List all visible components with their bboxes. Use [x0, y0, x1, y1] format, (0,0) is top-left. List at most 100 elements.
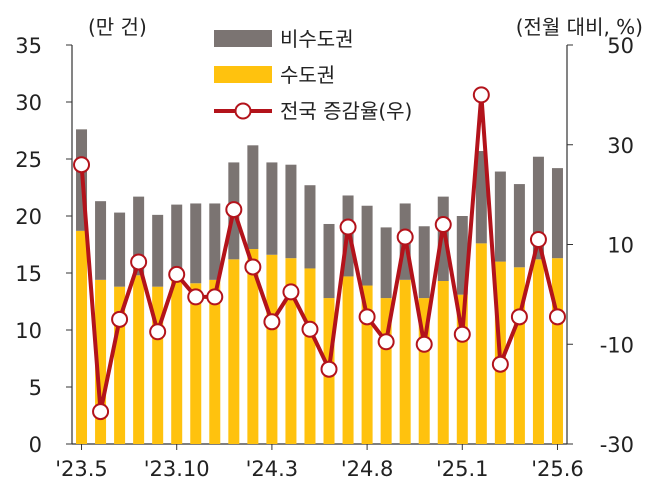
- rate-point: [339, 218, 357, 236]
- legend-label-nonmetro: 비수도권: [280, 27, 354, 51]
- bar-nonmetro: [437, 196, 449, 281]
- bar-metro: [342, 276, 354, 444]
- left-tick-label: 25: [15, 148, 42, 172]
- rate-point: [434, 216, 452, 234]
- bar-metro: [171, 280, 183, 444]
- bar-nonmetro: [475, 151, 487, 244]
- right-tick-label: -10: [600, 333, 634, 357]
- rate-point: [358, 308, 376, 326]
- bar-nonmetro: [456, 216, 468, 295]
- left-tick-label: 0: [29, 433, 42, 457]
- rate-point: [263, 313, 281, 331]
- rate-point: [130, 253, 148, 271]
- x-tick-label: '24.8: [341, 457, 394, 481]
- rate-point: [472, 86, 490, 104]
- bar-nonmetro: [152, 214, 164, 287]
- rate-point: [73, 156, 91, 174]
- rate-point: [111, 310, 129, 328]
- rate-point: [92, 403, 110, 421]
- rate-point: [377, 333, 395, 351]
- tick-labels: 0 5 10 15 20 25 30 35 -30 -10 10 30 50 '23.5 '23.10 '24…: [15, 34, 634, 481]
- bar-metro: [247, 249, 259, 444]
- x-tick-label: '25.6: [531, 457, 584, 481]
- bar-nonmetro: [494, 171, 506, 262]
- x-tick-label: '24.3: [246, 457, 299, 481]
- bar-metro: [95, 279, 107, 444]
- bar-metro: [285, 258, 297, 444]
- bar-nonmetro: [418, 226, 430, 299]
- left-tick-label: 20: [15, 205, 42, 229]
- rate-point: [168, 265, 186, 283]
- rate-point: [548, 308, 566, 326]
- legend-swatch-nonmetro: [214, 30, 272, 47]
- bar-metro: [475, 243, 487, 444]
- rate-point: [529, 231, 547, 249]
- left-tick-label: 15: [15, 262, 42, 286]
- rate-point: [206, 288, 224, 306]
- bar-nonmetro: [114, 212, 126, 287]
- rate-point: [225, 201, 243, 219]
- bar-nonmetro: [133, 196, 145, 276]
- bar-metro: [76, 230, 88, 444]
- left-tick-label: 35: [15, 34, 42, 58]
- left-tick-label: 5: [29, 376, 42, 400]
- bar-nonmetro: [551, 168, 563, 259]
- bar-nonmetro: [95, 201, 107, 280]
- bar-metro: [361, 285, 373, 444]
- rate-point: [282, 283, 300, 301]
- legend-label-rate: 전국 증감율(우): [280, 99, 412, 123]
- legend-label-metro: 수도권: [280, 63, 335, 87]
- rate-point: [187, 288, 205, 306]
- legend: 비수도권 수도권 전국 증감율(우): [214, 27, 412, 123]
- rate-point: [320, 360, 338, 378]
- bar-metro: [380, 298, 392, 444]
- bar-nonmetro: [323, 223, 335, 299]
- rate-line: [73, 86, 566, 421]
- bar-metro: [133, 275, 145, 444]
- rate-point: [301, 320, 319, 338]
- rate-point: [244, 258, 262, 276]
- bar-nonmetro: [304, 185, 316, 269]
- rate-point: [415, 335, 433, 353]
- right-axis-unit: (전월 대비, %): [516, 15, 643, 39]
- right-tick-label: 10: [607, 234, 634, 258]
- x-tick-label: '25.1: [436, 457, 489, 481]
- bar-metro: [152, 286, 164, 444]
- right-tick-label: 30: [607, 134, 634, 158]
- bar-nonmetro: [266, 162, 278, 255]
- bar-metro: [114, 286, 126, 444]
- rate-point: [453, 325, 471, 343]
- legend-marker-rate: [234, 102, 252, 120]
- bar-metro: [551, 258, 563, 444]
- bar-nonmetro: [532, 156, 544, 260]
- bar-nonmetro: [285, 164, 297, 259]
- rate-point: [510, 308, 528, 326]
- bar-metro: [437, 280, 449, 444]
- bar-metro: [513, 267, 525, 444]
- bar-metro: [266, 254, 278, 444]
- bar-metro: [456, 294, 468, 444]
- bar-metro: [532, 259, 544, 444]
- bar-metro: [399, 279, 411, 444]
- rate-point: [149, 323, 167, 341]
- bar-nonmetro: [380, 227, 392, 299]
- bar-metro: [418, 298, 430, 444]
- right-tick-label: -30: [600, 433, 634, 457]
- rate-series-line: [79, 92, 560, 414]
- x-tick-label: '23.5: [55, 457, 108, 481]
- bar-metro: [228, 259, 240, 444]
- rate-point: [396, 228, 414, 246]
- bar-metro: [209, 279, 221, 444]
- left-tick-label: 10: [15, 319, 42, 343]
- bar-nonmetro: [190, 203, 202, 284]
- x-tick-label: '23.10: [144, 457, 210, 481]
- bar-metro: [304, 268, 316, 444]
- bars: [76, 129, 563, 444]
- left-tick-label: 30: [15, 91, 42, 115]
- bar-nonmetro: [247, 145, 259, 250]
- bar-nonmetro: [513, 184, 525, 268]
- legend-swatch-metro: [214, 66, 272, 83]
- right-tick-label: 50: [607, 34, 634, 58]
- bar-nonmetro: [171, 204, 183, 281]
